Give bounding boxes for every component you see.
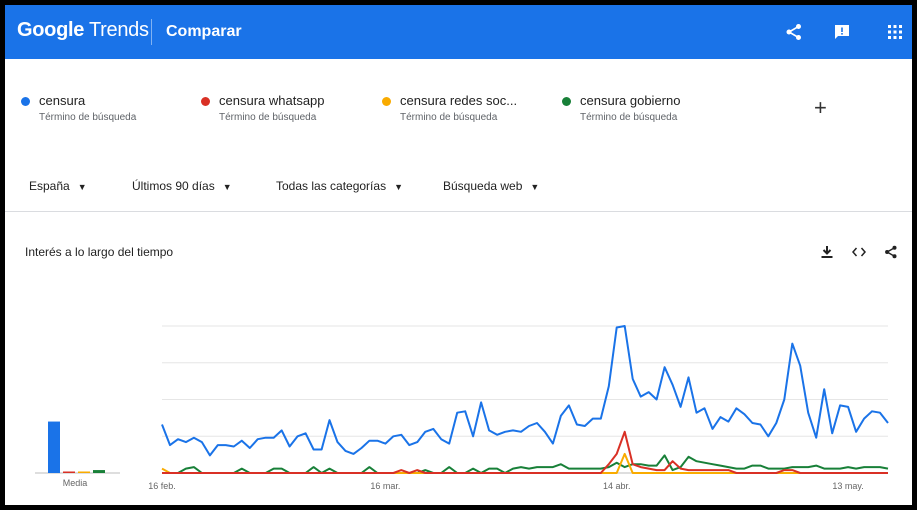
chevron-down-icon: ▼ [394,182,403,192]
embed-icon[interactable] [851,243,867,261]
term-subtitle: Término de búsqueda [400,112,498,123]
series-line-censura-whatsapp[interactable] [162,430,888,474]
google-trends-logo[interactable]: Google Trends [17,19,149,42]
average-bar[interactable] [63,471,75,474]
feedback-icon[interactable] [831,21,853,43]
average-bar[interactable] [48,421,60,473]
filter-category[interactable]: Todas las categorías ▼ [276,179,403,193]
filters-bar: España ▼ Últimos 90 días ▼ Todas las categ… [5,159,912,212]
logo-product: Trends [84,19,149,41]
share-icon[interactable] [783,21,805,43]
apps-grid-icon[interactable] [884,21,906,43]
term-name: censura redes soc... [400,93,518,108]
x-tick-label: 14 abr. [603,481,631,491]
download-icon[interactable] [819,243,835,261]
filter-region-label: España [29,179,70,193]
add-term-button[interactable]: + [814,95,827,120]
filter-search-type-label: Búsqueda web [443,179,523,193]
average-bar[interactable] [78,471,90,474]
series-line-censura-gobierno[interactable] [162,454,889,474]
share-icon[interactable] [882,243,900,261]
term-subtitle: Término de búsqueda [580,112,678,123]
filter-category-label: Todas las categorías [276,179,387,193]
term-name: censura gobierno [580,93,681,108]
term-color-dot [382,97,391,106]
interest-over-time-chart: Media 16 feb. 16 mar. 14 abr. 13 may. [35,325,889,491]
filter-search-type[interactable]: Búsqueda web ▼ [443,179,539,193]
x-tick-label: 13 may. [832,481,863,491]
term-color-dot [201,97,210,106]
filter-time-range-label: Últimos 90 días [132,179,215,193]
logo-brand: Google [17,19,85,41]
header-divider [151,19,152,45]
x-tick-label: 16 mar. [370,481,400,491]
x-tick-label: 16 feb. [148,481,176,491]
average-label: Media [63,478,88,488]
compare-title: Comparar [166,23,242,40]
term-subtitle: Término de búsqueda [219,112,317,123]
term-color-dot [562,97,571,106]
term-subtitle: Término de búsqueda [39,112,137,123]
chevron-down-icon: ▼ [222,182,232,192]
chart-title: Interés a lo largo del tiempo [25,245,174,259]
term-name: censura [39,93,86,108]
filter-time-range[interactable]: Últimos 90 días ▼ [132,179,232,193]
series-line-censura[interactable] [161,325,889,457]
term-color-dot [21,97,30,106]
average-bar[interactable] [93,470,105,473]
filter-region[interactable]: España ▼ [29,179,87,193]
chevron-down-icon: ▼ [77,182,87,192]
chevron-down-icon: ▼ [530,182,540,192]
term-name: censura whatsapp [219,93,325,108]
trends-page: Google Trends Comparar censura Término d… [5,5,912,505]
top-app-bar: Google Trends Comparar [5,5,912,59]
search-terms-bar: censura Término de búsqueda censura what… [5,59,912,159]
